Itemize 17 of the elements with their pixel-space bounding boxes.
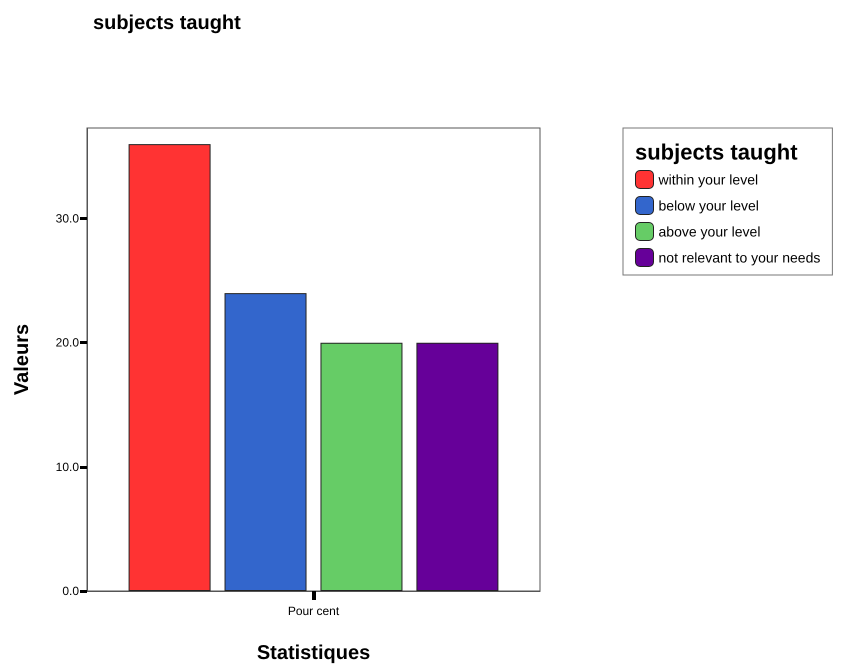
bar (416, 342, 498, 591)
legend-label: not relevant to your needs (658, 250, 820, 266)
bar (224, 293, 307, 591)
bar (128, 144, 211, 591)
legend-label: within your level (658, 172, 758, 188)
legend-label: below your level (658, 198, 759, 214)
y-tick-label: 30.0 (56, 212, 80, 226)
legend-title: subjects taught (635, 140, 798, 164)
y-tick-label: 20.0 (56, 336, 80, 350)
y-tick-label: 0.0 (62, 584, 80, 598)
x-axis-title: Statistiques (256, 642, 370, 664)
y-tick-label: 10.0 (56, 460, 80, 474)
bar (320, 342, 402, 591)
x-tick-label: Pour cent (288, 604, 340, 618)
legend-label: above your level (658, 224, 760, 240)
chart-title: subjects taught (93, 12, 242, 34)
y-axis-title: Valeurs (11, 324, 33, 396)
